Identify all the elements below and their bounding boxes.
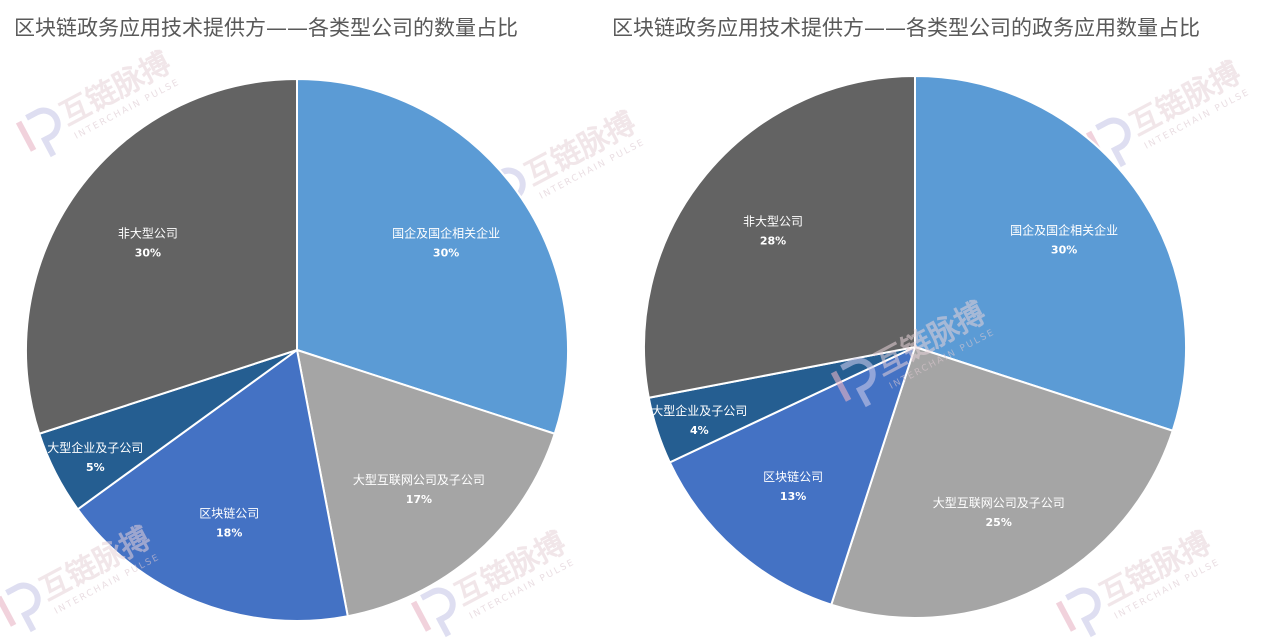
slice-label: 大型企业及子公司: [651, 403, 747, 418]
slice-percent-label: 28%: [760, 235, 786, 248]
slice-label: 大型互联网公司及子公司: [353, 473, 485, 487]
slice-percent-label: 5%: [86, 461, 105, 474]
slice-label: 区块链公司: [199, 505, 259, 520]
slice-percent-label: 30%: [433, 247, 459, 260]
chart-title-right: 区块链政务应用技术提供方——各类型公司的政务应用数量占比: [612, 16, 1200, 40]
slice-label: 非大型公司: [118, 227, 178, 241]
pie-slice: [829, 345, 1175, 619]
slice-label: 非大型公司: [743, 215, 803, 229]
slice-percent-label: 25%: [986, 516, 1012, 529]
slice-percent-label: 4%: [690, 424, 709, 437]
pie-chart-left: 国企及国企相关企业 30% 大型互联网公司及子公司 17% 区块链公司 18% 大型企业及子…: [25, 77, 569, 622]
pie-slice: [668, 345, 917, 607]
chart-title-left: 区块链政务应用技术提供方——各类型公司的数量占比: [14, 16, 518, 40]
slice-label: 国企及国企相关企业: [392, 226, 500, 241]
pie-slice: [914, 74, 1187, 433]
pie-slice: [76, 348, 349, 622]
pie-slice: [25, 77, 298, 436]
slice-label: 区块链公司: [763, 469, 823, 484]
slice-label: 大型企业及子公司: [47, 440, 143, 455]
slice-percent-label: 17%: [406, 493, 432, 506]
pie-slice: [296, 77, 569, 436]
slice-label: 大型互联网公司及子公司: [933, 496, 1065, 510]
slice-percent-label: 18%: [216, 526, 242, 539]
pie-slice: [643, 74, 916, 399]
slice-percent-label: 30%: [1051, 244, 1077, 257]
slice-label: 国企及国企相关企业: [1010, 223, 1118, 238]
slice-percent-label: 13%: [780, 490, 806, 503]
pie-slice: [295, 348, 557, 618]
pie-chart-right: 国企及国企相关企业 30% 大型互联网公司及子公司 25% 区块链公司 13% 大型企业及子…: [643, 74, 1187, 619]
slice-percent-label: 30%: [135, 247, 161, 260]
